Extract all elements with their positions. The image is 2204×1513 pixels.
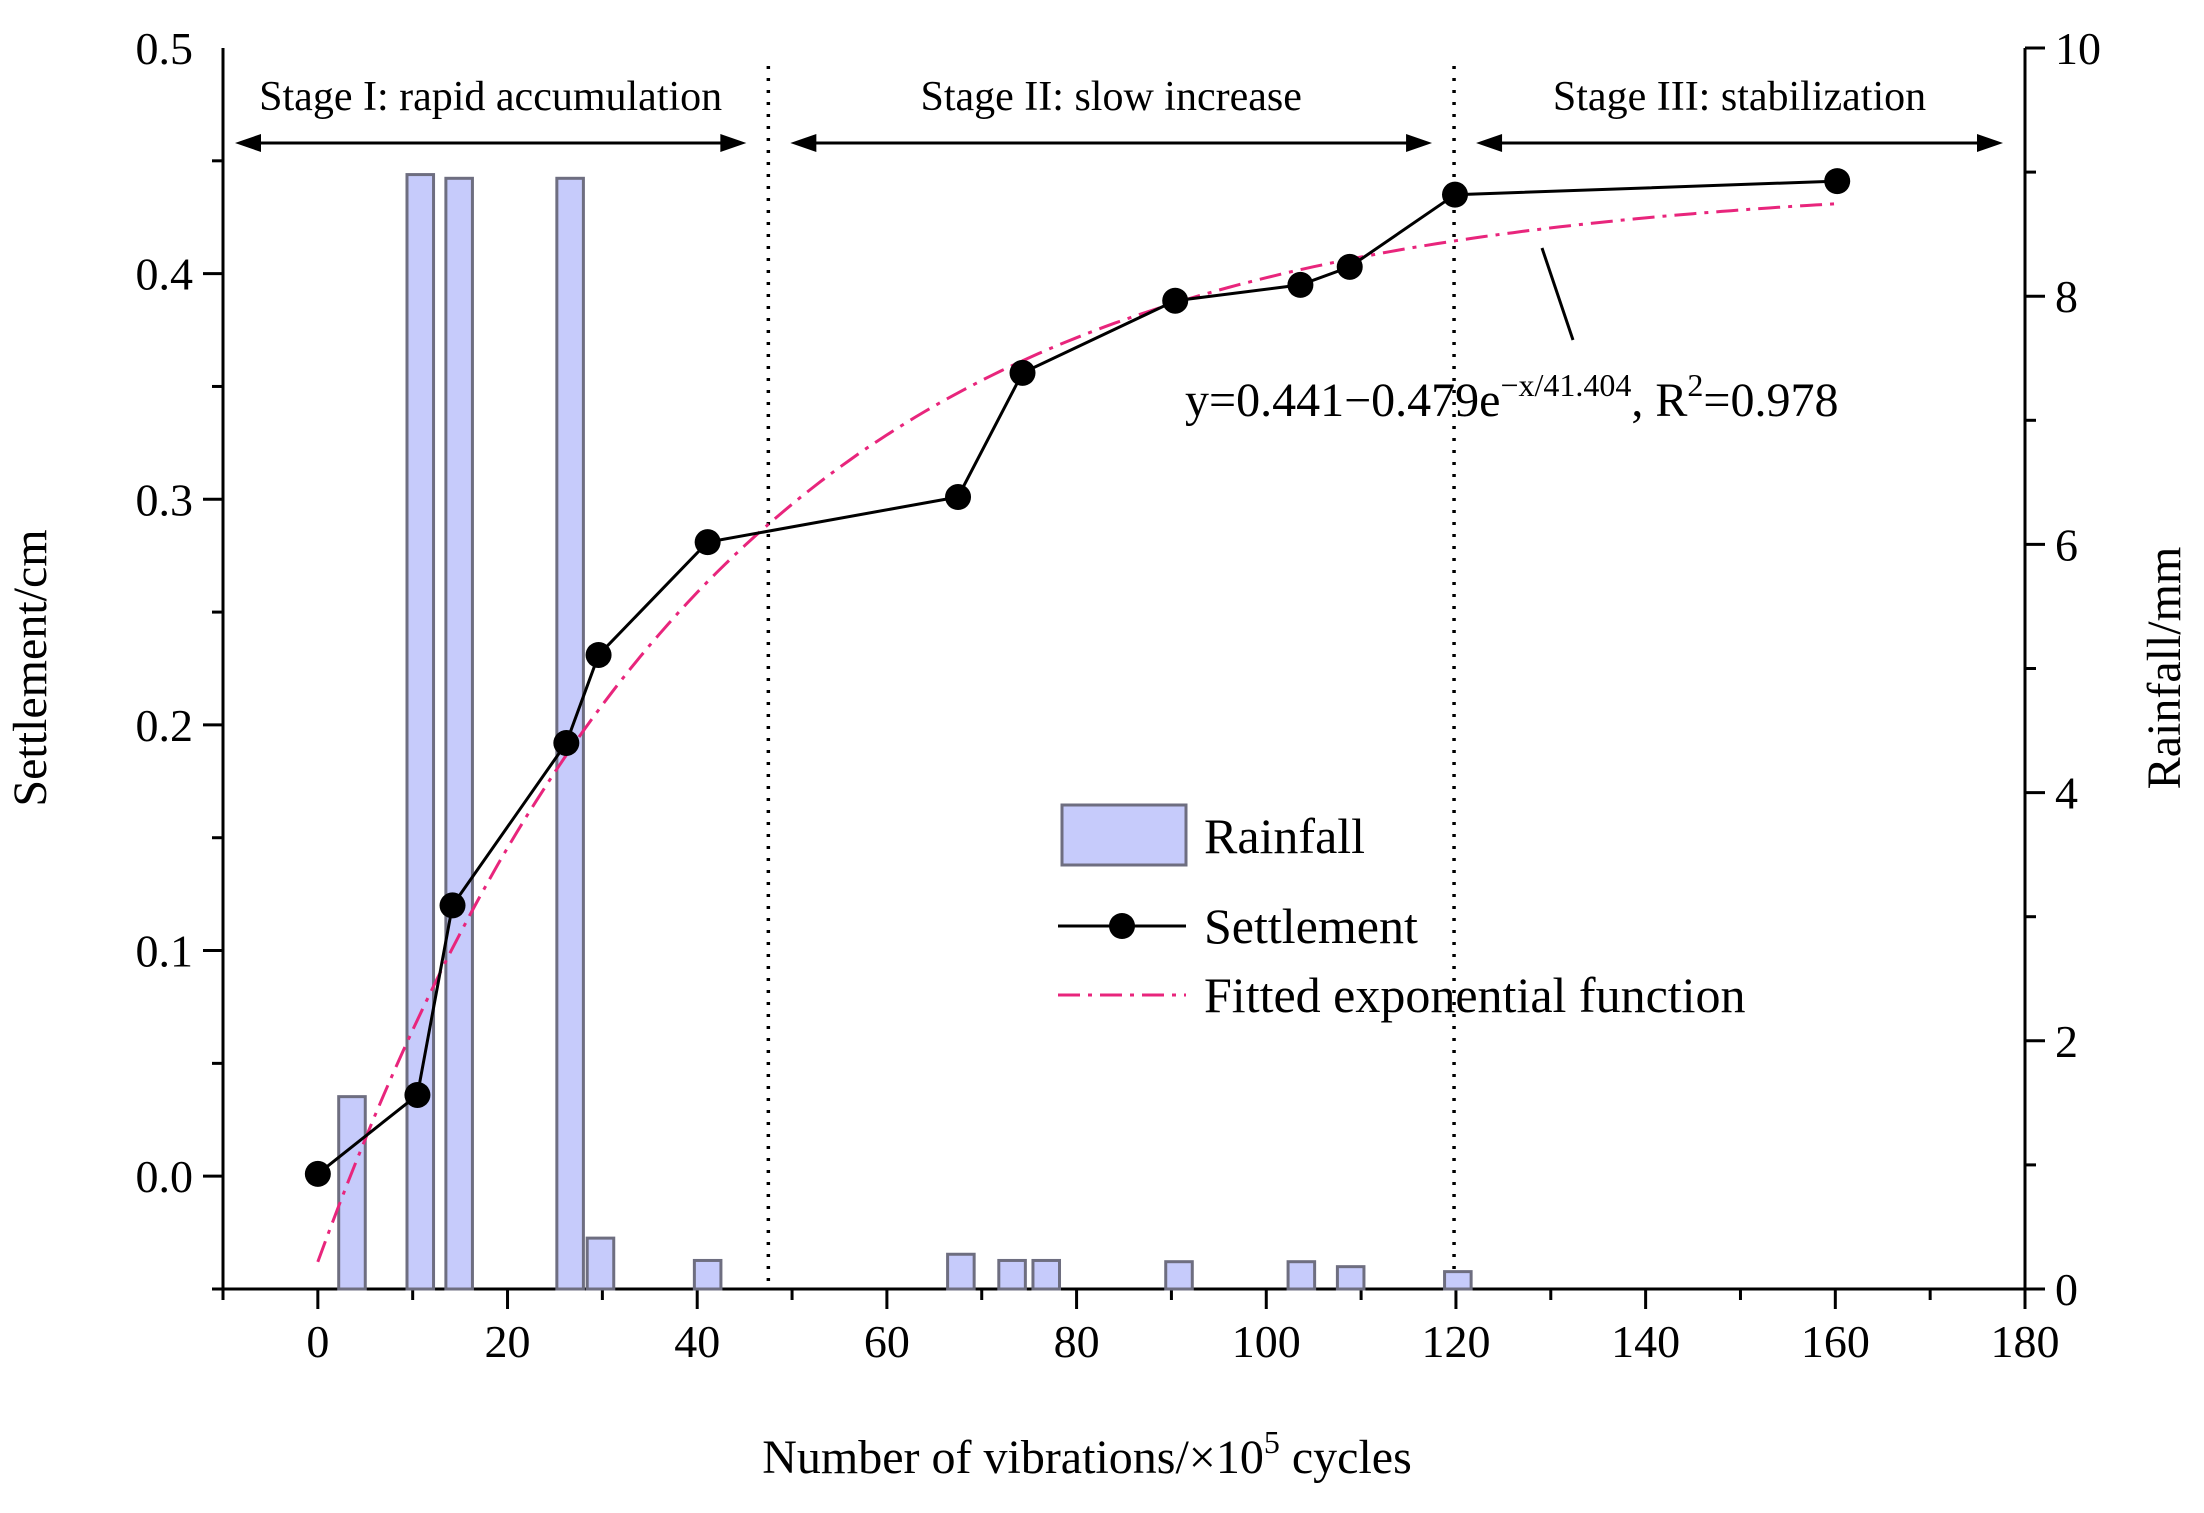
stage-label: Stage III: stabilization	[1553, 74, 1926, 120]
rainfall-bar	[692, 1258, 723, 1291]
y-right-tick-label: 0	[2055, 1264, 2078, 1315]
stage-boundaries	[766, 66, 1456, 1289]
y-left-tick-label: 0.1	[136, 926, 194, 977]
settlement-line	[316, 179, 1838, 1176]
stage-arrow-head-right	[720, 134, 747, 152]
settlement-point	[439, 892, 466, 919]
settlement-point	[404, 1081, 431, 1108]
y-left-tick-label: 0.4	[136, 249, 194, 300]
y-axis-right-title: Rainfall/mm	[2138, 547, 2191, 790]
legend-settlement-label: Settlement	[1204, 898, 1418, 954]
settlement-point	[1824, 168, 1851, 195]
legend: Rainfall Settlement Fitted exponential f…	[1058, 803, 1746, 1023]
rainfall-bar	[405, 173, 436, 1291]
settlement-point	[945, 484, 972, 511]
stage-arrow-head-right	[1977, 134, 2003, 152]
x-tick-label: 40	[674, 1316, 720, 1367]
settlement-point	[1009, 359, 1036, 386]
x-tick-label: 20	[485, 1316, 531, 1367]
settlement-point	[585, 641, 612, 668]
fit-equation: y=0.441−0.479e−x/41.404, R2=0.978	[1185, 367, 1838, 427]
y-left-tick-label: 0.2	[136, 700, 194, 751]
settlement-point	[1287, 271, 1314, 298]
stage-arrow-head-left	[1476, 134, 1503, 152]
equation-pointer	[1540, 247, 1575, 341]
stage-label: Stage II: slow increase	[921, 74, 1302, 120]
rainfall-bar	[444, 176, 474, 1291]
rainfall-bars	[337, 173, 1473, 1291]
x-tick-label: 100	[1232, 1316, 1301, 1367]
legend-rainfall-swatch	[1060, 803, 1188, 867]
y-left-tick-label: 0.3	[136, 474, 194, 525]
rainfall-bar	[1335, 1265, 1366, 1291]
fitted-curve	[316, 202, 1836, 1263]
x-tick-label: 0	[306, 1316, 329, 1367]
y-right-tick-label: 4	[2055, 768, 2078, 819]
stage-arrow-head-left	[790, 134, 817, 152]
x-axis-title: Number of vibrations/×105 cycles	[762, 1424, 1412, 1484]
y-right-tick-label: 6	[2055, 519, 2078, 570]
y-left-tick-label: 0.0	[136, 1151, 194, 1202]
rainfall-bar	[1286, 1260, 1317, 1291]
settlement-point	[553, 729, 580, 756]
stage-arrow-head-left	[235, 134, 261, 152]
x-tick-label: 160	[1801, 1316, 1870, 1367]
rainfall-bar	[1164, 1260, 1194, 1291]
y-axis-left-title: Settlement/cm	[4, 529, 57, 806]
fitted-curve-line	[316, 202, 1836, 1263]
y-right-tick-label: 10	[2055, 23, 2101, 74]
stage-arrow-head-right	[1406, 134, 1433, 152]
stage-label: Stage I: rapid accumulation	[259, 74, 722, 120]
settlement-point	[304, 1160, 331, 1187]
x-tick-label: 140	[1611, 1316, 1680, 1367]
settlement-series	[304, 168, 1851, 1187]
settlement-point	[1441, 181, 1468, 208]
settlement-point	[1162, 287, 1189, 314]
rainfall-bar	[946, 1252, 976, 1291]
rainfall-bar	[1031, 1258, 1062, 1291]
rainfall-bar	[997, 1258, 1027, 1291]
legend-settlement-marker	[1109, 913, 1135, 939]
rainfall-bar	[1443, 1270, 1473, 1291]
y-right-tick-label: 8	[2055, 271, 2078, 322]
y-right-tick-label: 2	[2055, 1016, 2078, 1067]
settlement-point	[694, 529, 721, 556]
x-tick-label: 80	[1054, 1316, 1100, 1367]
x-ticks: 0 20 40 60 80 100 120 140 160 180	[221, 1289, 2060, 1367]
x-tick-label: 120	[1421, 1316, 1490, 1367]
legend-fit-label: Fitted exponential function	[1204, 967, 1746, 1023]
rainfall-bar	[585, 1236, 616, 1291]
y-left-tick-label: 0.5	[136, 23, 194, 74]
legend-rainfall-label: Rainfall	[1204, 808, 1365, 864]
y-left-ticks: 0.0 0.1 0.2 0.3 0.4 0.5	[136, 23, 223, 1291]
y-right-ticks: 0 2 4 6 8 10	[2025, 23, 2101, 1315]
settlement-point	[1336, 253, 1363, 280]
x-tick-label: 180	[1991, 1316, 2060, 1367]
stage-annotations: Stage I: rapid accumulation Stage II: slo…	[235, 74, 2003, 152]
x-tick-label: 60	[864, 1316, 910, 1367]
